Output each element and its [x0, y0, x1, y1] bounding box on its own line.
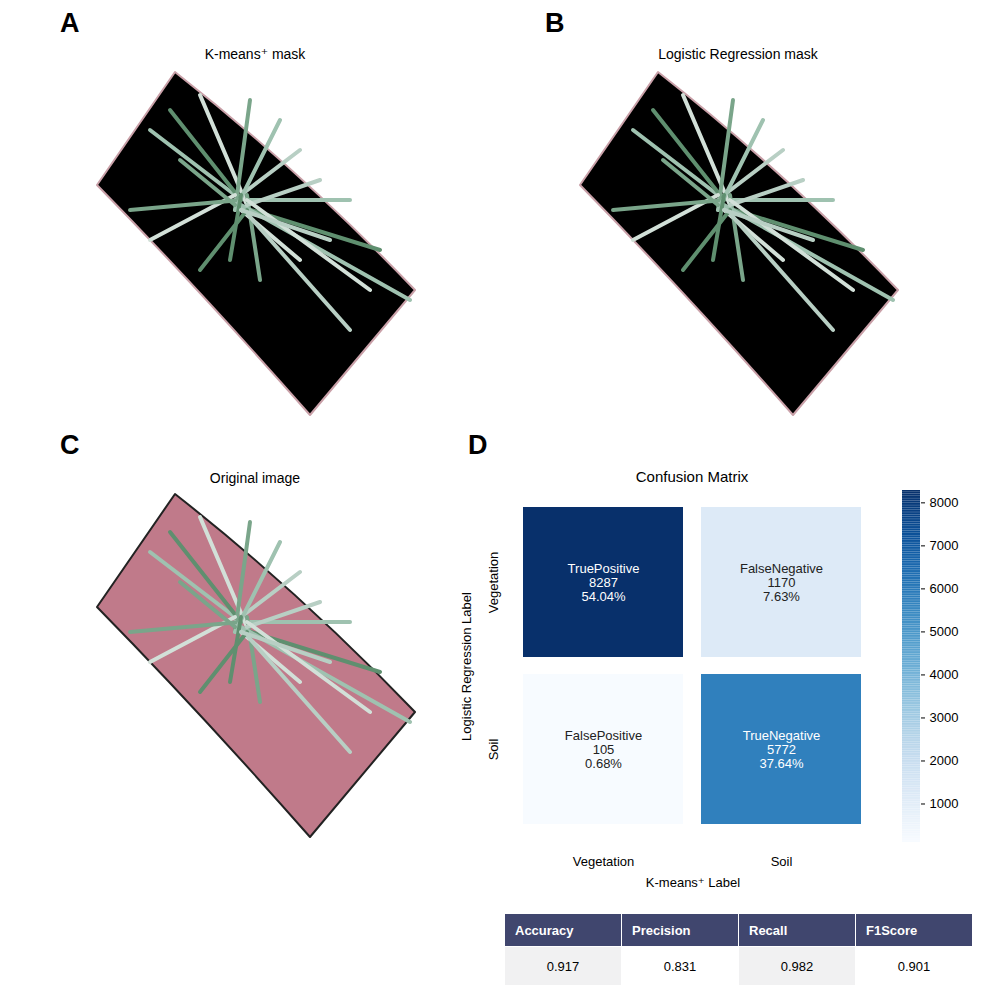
html-text:Logistic Regression mask: Logistic Regression mask	[658, 46, 818, 62]
svg-text:Vegetation: Vegetation	[486, 552, 501, 613]
html-text:0.901: 0.901	[897, 958, 931, 974]
svg-text:Soil: Soil	[771, 854, 793, 869]
svg-text:3000: 3000	[930, 710, 959, 725]
svg-text:1000: 1000	[930, 796, 959, 811]
html-text:K-means⁺ mask: K-means⁺ mask	[204, 46, 306, 62]
html-text:0.917: 0.917	[546, 958, 580, 974]
html-text:A: A	[60, 8, 80, 38]
svg-text:6000: 6000	[930, 581, 959, 596]
svg-text:Vegetation: Vegetation	[573, 854, 634, 869]
html-text:C: C	[60, 430, 80, 460]
html-text:0.831: 0.831	[663, 958, 697, 974]
svg-text:K-means⁺ Label: K-means⁺ Label	[646, 875, 740, 890]
svg-text:Logistic Regression Label: Logistic Regression Label	[459, 592, 474, 741]
svg-text:TrueNegative577237.64%: TrueNegative577237.64%	[743, 728, 821, 772]
svg-text:5000: 5000	[930, 624, 959, 639]
svg-text:FalsePositive1050.68%: FalsePositive1050.68%	[565, 728, 642, 772]
svg-text:TruePositive828754.04%: TruePositive828754.04%	[568, 561, 640, 605]
html-text:0.982: 0.982	[780, 958, 814, 974]
svg-text:FalseNegative11707.63%: FalseNegative11707.63%	[740, 561, 823, 605]
svg-text:8000: 8000	[930, 495, 959, 510]
html-text:Original image: Original image	[209, 470, 301, 486]
html-text:Accuracy: Accuracy	[515, 922, 574, 938]
html-text:Recall: Recall	[749, 922, 788, 938]
html-text:F1Score: F1Score	[866, 922, 918, 938]
svg-text:4000: 4000	[930, 667, 959, 682]
html-text:Precision: Precision	[632, 922, 691, 938]
html-text:B: B	[545, 8, 565, 38]
html-text:D: D	[468, 430, 488, 460]
svg-text:7000: 7000	[930, 538, 959, 553]
html-text:Confusion Matrix: Confusion Matrix	[635, 468, 749, 485]
svg-text:2000: 2000	[930, 753, 959, 768]
svg-text:Soil: Soil	[486, 739, 501, 761]
